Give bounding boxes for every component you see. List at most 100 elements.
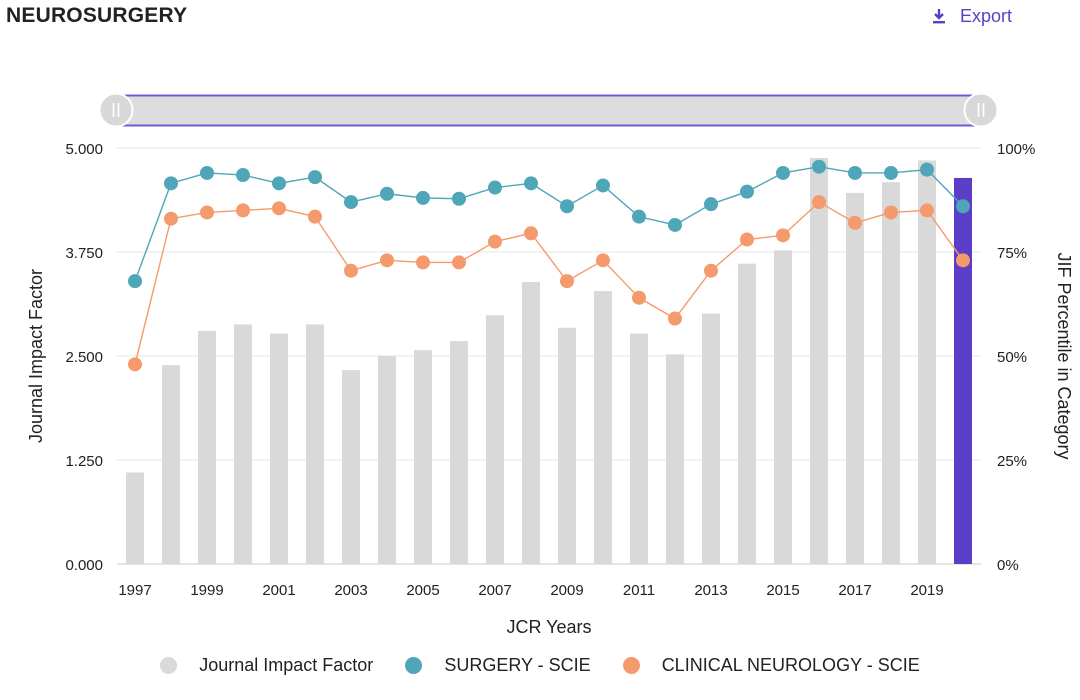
- surgery-point[interactable]: [452, 191, 466, 206]
- surgery-point[interactable]: [416, 190, 430, 205]
- surgery-point[interactable]: [488, 180, 502, 195]
- gridlines: [117, 147, 981, 565]
- neurology-point[interactable]: [272, 201, 286, 216]
- jif-bar[interactable]: [486, 315, 504, 564]
- jif-bar[interactable]: [954, 177, 972, 564]
- jif-bar[interactable]: [558, 327, 576, 564]
- neurology-point[interactable]: [380, 253, 394, 268]
- jif-bar[interactable]: [414, 350, 432, 564]
- surgery-point[interactable]: [956, 199, 970, 214]
- jif-bar[interactable]: [198, 331, 216, 564]
- neurology-point[interactable]: [128, 357, 142, 372]
- jif-bar[interactable]: [918, 160, 936, 565]
- slider-handle-right[interactable]: [963, 92, 999, 128]
- neurology-point[interactable]: [812, 195, 826, 210]
- surgery-point[interactable]: [164, 176, 178, 191]
- neurology-point[interactable]: [344, 263, 358, 278]
- y-tick-label-left: 1.250: [65, 453, 103, 470]
- neurology-point[interactable]: [740, 232, 754, 247]
- surgery-point[interactable]: [704, 197, 718, 212]
- export-label: Export: [960, 5, 1013, 26]
- jif-bar[interactable]: [522, 281, 540, 564]
- jif-bar[interactable]: [594, 291, 612, 564]
- jif-bars: [126, 157, 972, 565]
- x-tick-label: 2011: [623, 582, 655, 599]
- neurology-point[interactable]: [704, 263, 718, 278]
- neurology-point[interactable]: [956, 253, 970, 268]
- range-slider[interactable]: [98, 92, 999, 128]
- surgery-point[interactable]: [236, 168, 250, 183]
- jif-bar[interactable]: [378, 356, 396, 564]
- surgery-point[interactable]: [272, 176, 286, 191]
- jif-bar[interactable]: [702, 313, 720, 564]
- surgery-point[interactable]: [668, 217, 682, 232]
- jif-bar[interactable]: [270, 333, 288, 564]
- grip-handle-icon: [112, 103, 120, 117]
- neurology-point[interactable]: [920, 203, 934, 218]
- surgery-point[interactable]: [740, 184, 754, 199]
- jif-bar[interactable]: [630, 333, 648, 564]
- surgery-point[interactable]: [596, 178, 610, 193]
- surgery-point[interactable]: [560, 199, 574, 214]
- jif-bar[interactable]: [846, 192, 864, 565]
- neurology-point[interactable]: [452, 255, 466, 270]
- legend-marker: [160, 656, 178, 674]
- neurology-point[interactable]: [596, 253, 610, 268]
- jif-bar[interactable]: [234, 324, 252, 564]
- neurology-point[interactable]: [884, 205, 898, 220]
- surgery-line: [134, 166, 964, 282]
- surgery-point[interactable]: [884, 165, 898, 180]
- surgery-point[interactable]: [920, 162, 934, 177]
- surgery-point[interactable]: [380, 186, 394, 201]
- legend-item-jif[interactable]: Journal Impact Factor: [160, 655, 373, 676]
- neurology-point[interactable]: [776, 228, 790, 243]
- x-tick-label: 2017: [838, 582, 871, 599]
- jif-bar[interactable]: [810, 157, 828, 564]
- neurology-point[interactable]: [236, 203, 250, 218]
- surgery-point[interactable]: [128, 274, 142, 289]
- jif-bar[interactable]: [342, 370, 360, 564]
- surgery-point[interactable]: [308, 170, 322, 185]
- jif-bar[interactable]: [882, 182, 900, 564]
- neurology-point[interactable]: [164, 211, 178, 226]
- neurology-point[interactable]: [416, 255, 430, 270]
- surgery-point[interactable]: [524, 176, 538, 191]
- surgery-point[interactable]: [200, 165, 214, 180]
- download-icon: [932, 8, 946, 24]
- jif-bar[interactable]: [162, 365, 180, 564]
- surgery-point[interactable]: [848, 165, 862, 180]
- neurology-line: [134, 201, 964, 365]
- y-tick-label-left: 2.500: [65, 349, 103, 366]
- x-tick-label: 2007: [478, 582, 511, 599]
- x-tick-label: 1997: [118, 582, 151, 599]
- legend-item-neurology[interactable]: CLINICAL NEUROLOGY - SCIE: [622, 655, 920, 676]
- neurology-point[interactable]: [308, 209, 322, 224]
- jif-bar[interactable]: [450, 341, 468, 564]
- export-button[interactable]: Export: [932, 2, 1012, 30]
- neurology-point[interactable]: [560, 274, 574, 289]
- y-tick-label-right: 0%: [997, 557, 1019, 574]
- neurology-point[interactable]: [848, 215, 862, 230]
- jif-bar[interactable]: [774, 250, 792, 564]
- surgery-point[interactable]: [812, 159, 826, 174]
- jif-bar[interactable]: [306, 324, 324, 564]
- axes: 0.000 0% 1.250 25% 2.500 50% 3.750 75% 5.000 100%…: [65, 141, 1035, 599]
- slider-handle-left[interactable]: [98, 92, 134, 128]
- jif-bar[interactable]: [738, 263, 756, 564]
- jif-bar[interactable]: [126, 472, 144, 564]
- slider-track[interactable]: [115, 95, 981, 126]
- neurology-point[interactable]: [668, 311, 682, 326]
- surgery-point[interactable]: [344, 195, 358, 210]
- neurology-point[interactable]: [524, 226, 538, 241]
- surgery-point[interactable]: [632, 209, 646, 224]
- surgery-point[interactable]: [776, 165, 790, 180]
- jif-bar[interactable]: [666, 354, 684, 564]
- neurology-point[interactable]: [200, 205, 214, 220]
- y-tick-label-right: 75%: [997, 245, 1027, 262]
- legend-marker: [405, 656, 423, 674]
- percentile-lines: [128, 159, 970, 372]
- neurology-point[interactable]: [632, 290, 646, 305]
- legend-item-surgery[interactable]: SURGERY - SCIE: [405, 655, 591, 676]
- neurology-point[interactable]: [488, 234, 502, 249]
